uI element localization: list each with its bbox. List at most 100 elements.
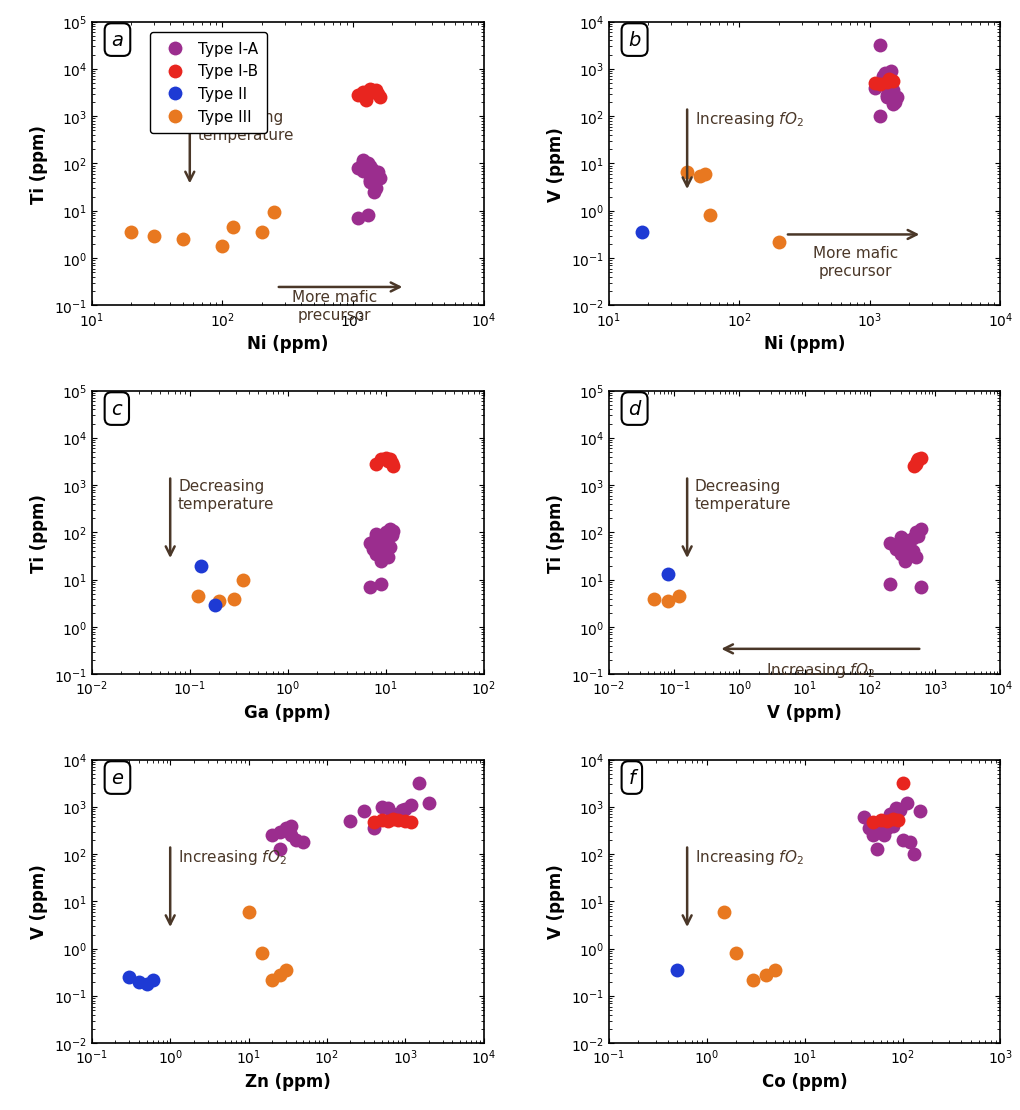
Point (912, 450, 928, 467)
Point (206, 596, 222, 614)
Point (367, 165, 384, 183)
Point (131, 973, 147, 991)
Point (240, 904, 256, 921)
Point (174, 231, 191, 249)
Point (871, 37, 887, 54)
Point (905, 846, 921, 864)
Point (295, 834, 311, 851)
Point (367, 81, 384, 99)
Point (887, 89, 904, 107)
Point (727, 945, 744, 962)
Point (370, 529, 387, 547)
Point (702, 206, 718, 224)
Text: c: c (111, 400, 122, 418)
Point (365, 83, 381, 101)
Text: Increasing $fO_2$: Increasing $fO_2$ (765, 660, 874, 679)
Point (379, 799, 396, 817)
Point (224, 219, 241, 236)
Point (357, 159, 373, 176)
Point (373, 811, 390, 829)
Point (189, 587, 205, 605)
Point (365, 819, 381, 837)
Text: e: e (111, 768, 123, 787)
Point (876, 77, 892, 94)
X-axis label: Ni (ppm): Ni (ppm) (247, 335, 328, 353)
Point (363, 168, 379, 185)
Point (121, 968, 138, 986)
Point (770, 233, 786, 251)
Point (911, 803, 927, 820)
Legend: Type I-A, Type I-B, Type II, Type III: Type I-A, Type I-B, Type II, Type III (150, 32, 267, 134)
Point (356, 803, 372, 820)
Point (878, 87, 895, 104)
X-axis label: Co (ppm): Co (ppm) (761, 1072, 847, 1090)
Point (889, 811, 906, 829)
Text: Decreasing
temperature: Decreasing temperature (177, 478, 274, 512)
Point (403, 814, 419, 831)
Point (871, 75, 887, 93)
Point (372, 451, 389, 468)
Text: a: a (111, 31, 123, 50)
Point (912, 521, 928, 538)
Point (884, 95, 901, 113)
Point (367, 545, 384, 563)
Text: Increasing $fO_2$: Increasing $fO_2$ (695, 848, 804, 867)
Point (365, 541, 381, 558)
Text: Increasing $fO_2$: Increasing $fO_2$ (695, 110, 804, 129)
X-axis label: Zn (ppm): Zn (ppm) (245, 1072, 330, 1090)
Point (892, 528, 909, 546)
Point (880, 85, 897, 103)
Point (371, 170, 388, 188)
Point (373, 798, 390, 816)
Point (659, 566, 675, 584)
Point (379, 548, 396, 566)
Point (745, 971, 761, 989)
Point (377, 533, 394, 551)
Point (894, 775, 910, 793)
Point (384, 454, 400, 472)
Point (884, 73, 901, 91)
Point (897, 532, 913, 549)
Point (757, 966, 773, 983)
Point (897, 553, 913, 571)
Point (887, 538, 904, 556)
Y-axis label: V (ppm): V (ppm) (547, 127, 565, 201)
Point (381, 451, 398, 468)
Y-axis label: Ti (ppm): Ti (ppm) (31, 124, 48, 203)
Point (379, 527, 396, 545)
Point (357, 92, 373, 110)
Point (678, 164, 695, 182)
Point (397, 813, 413, 830)
Point (389, 808, 405, 826)
Point (379, 453, 396, 471)
Point (350, 160, 366, 178)
Point (909, 451, 925, 468)
Point (646, 591, 662, 608)
Point (362, 534, 378, 552)
Point (361, 174, 377, 192)
Point (367, 525, 384, 543)
Point (894, 831, 910, 849)
Point (253, 224, 269, 242)
Point (872, 811, 888, 829)
Point (361, 158, 377, 175)
Text: d: d (628, 400, 641, 418)
Point (359, 155, 375, 173)
Point (271, 840, 288, 858)
Point (369, 164, 386, 182)
Point (882, 63, 899, 81)
Point (874, 68, 890, 85)
Point (359, 206, 375, 224)
X-axis label: V (ppm): V (ppm) (767, 704, 841, 722)
Point (871, 108, 887, 125)
Point (381, 538, 398, 556)
Point (907, 455, 923, 473)
Point (363, 82, 379, 100)
Point (902, 834, 918, 851)
Point (359, 158, 375, 175)
Point (355, 151, 371, 169)
Point (912, 578, 928, 596)
Point (389, 811, 405, 829)
Point (697, 165, 713, 183)
Point (908, 453, 924, 471)
